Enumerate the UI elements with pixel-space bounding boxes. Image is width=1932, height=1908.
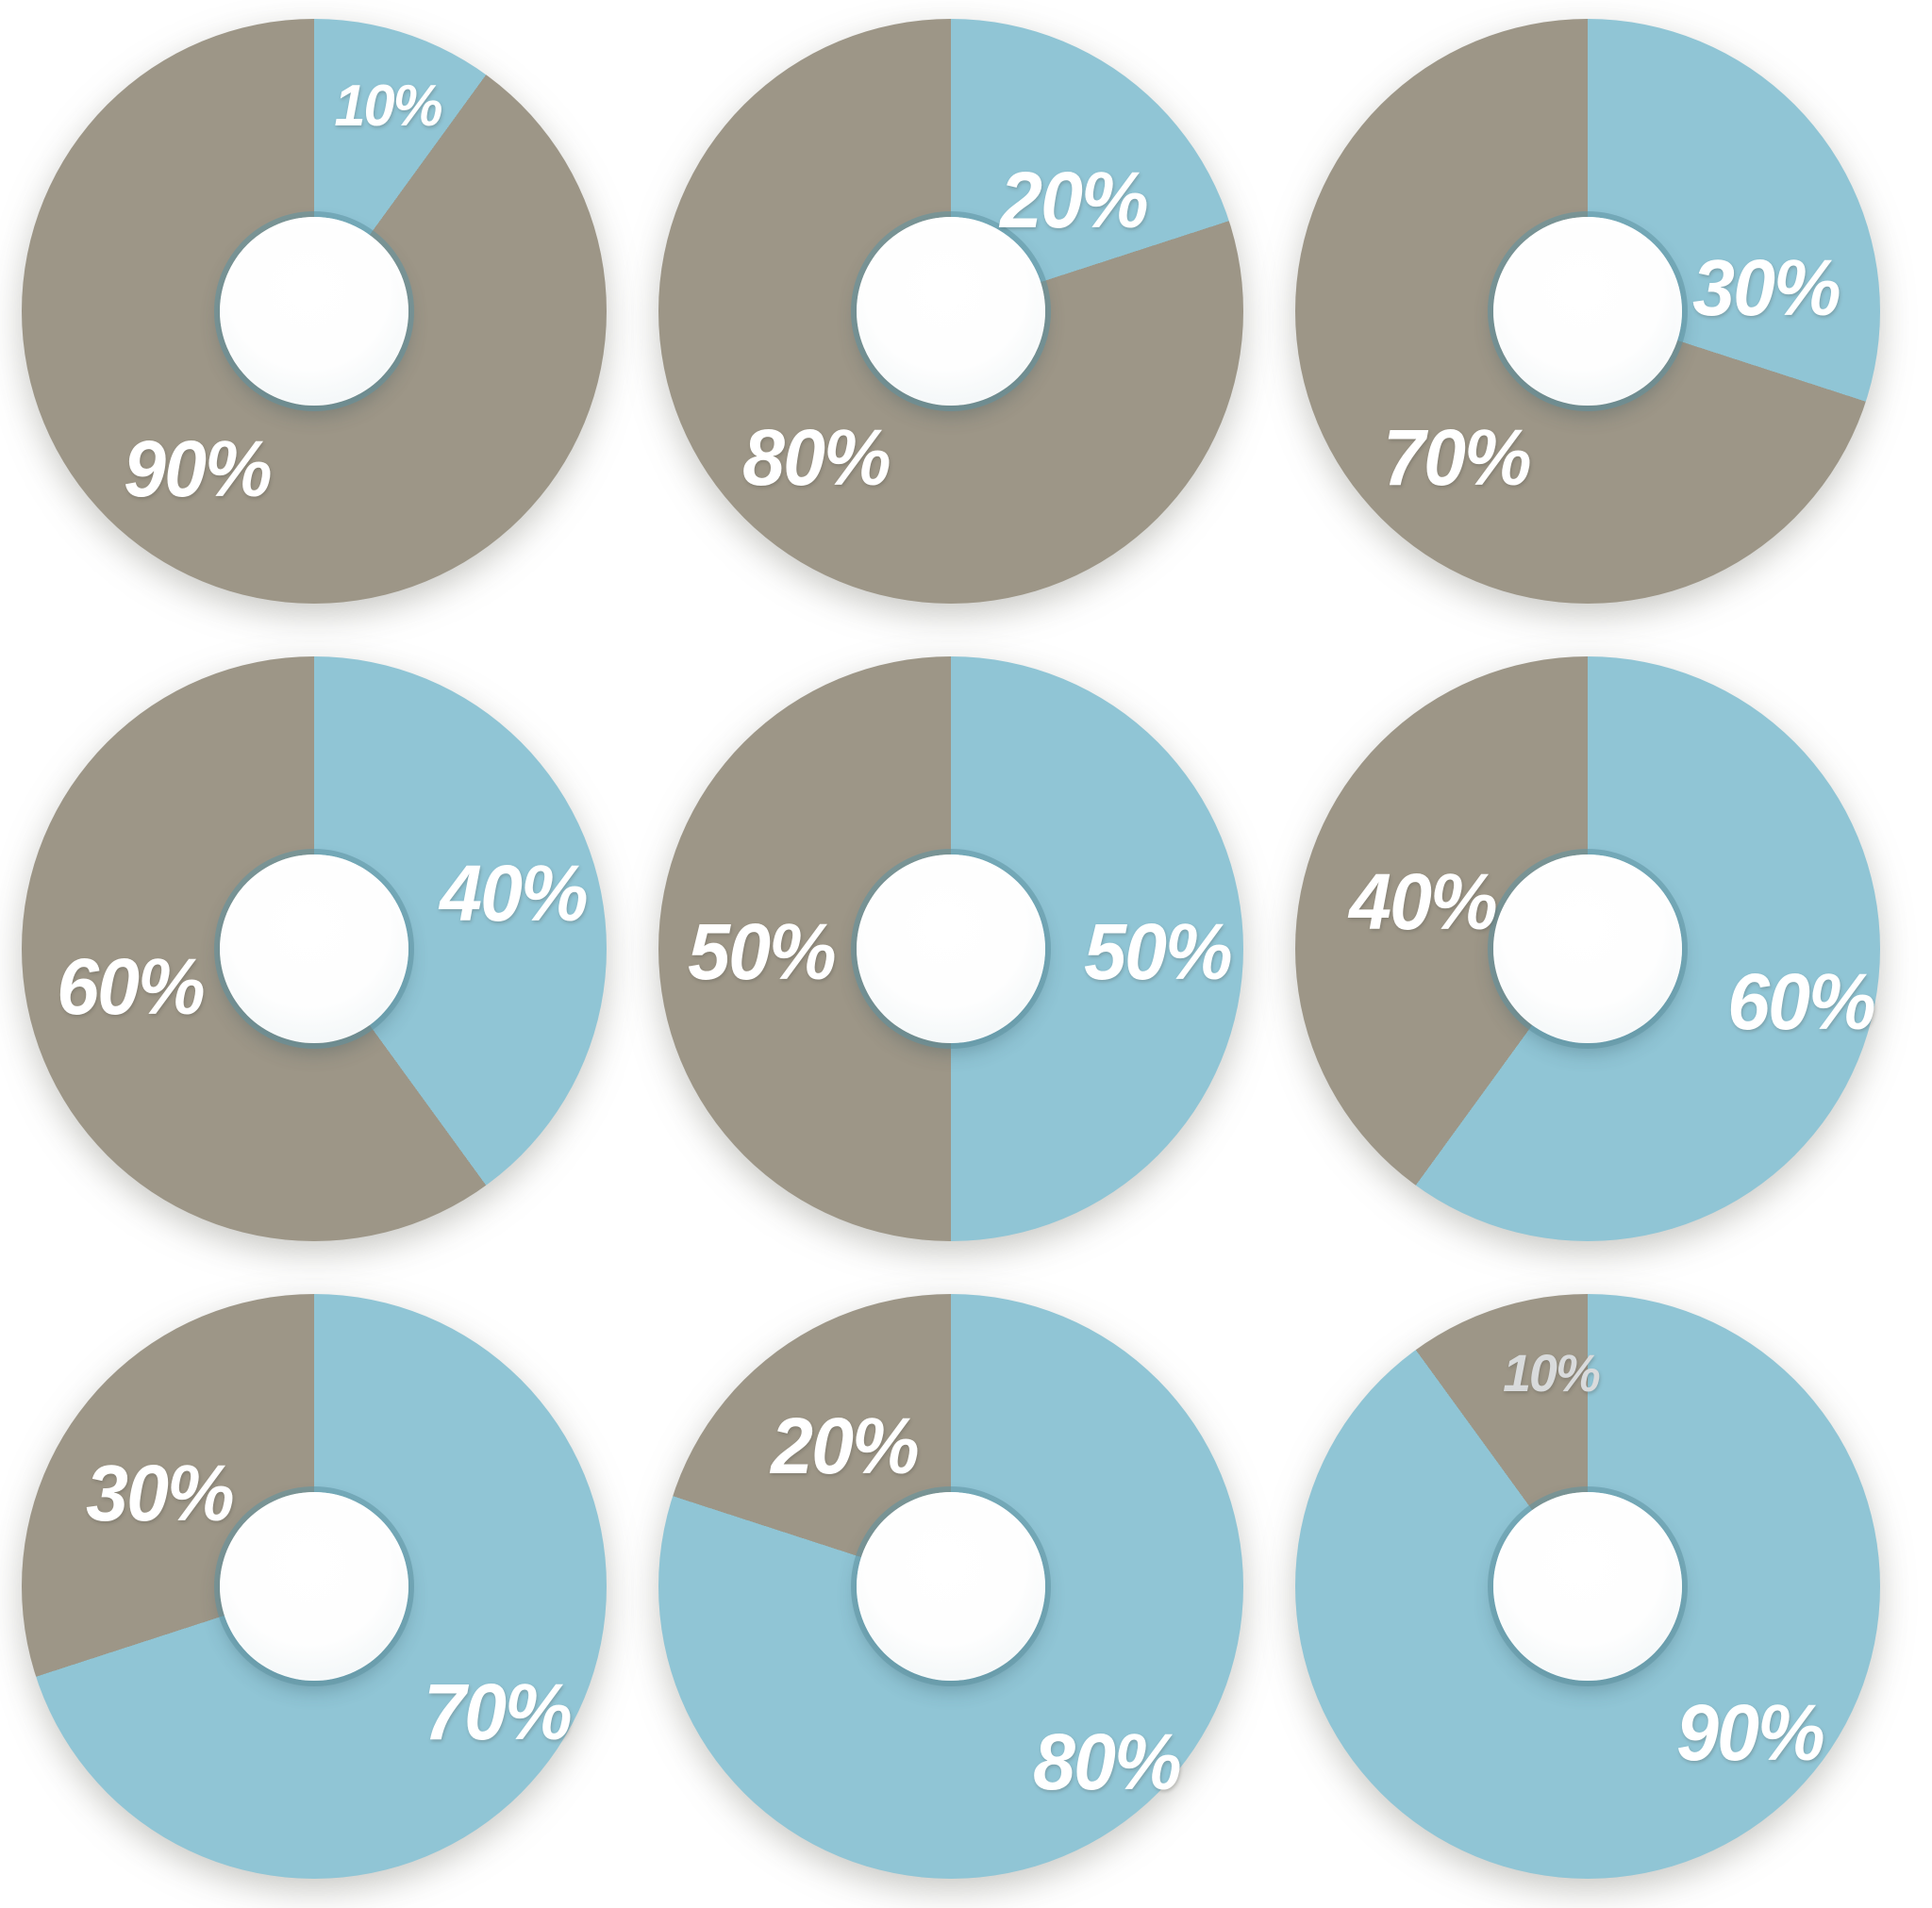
segment-label-blue: 70%: [424, 1667, 573, 1757]
donut-hole: [857, 854, 1045, 1043]
donut-hole: [857, 1492, 1045, 1681]
segment-label-blue: 90%: [1675, 1688, 1825, 1777]
segment-label-gray: 50%: [688, 907, 837, 997]
donut-hole: [220, 1492, 408, 1681]
donut-chart: 20% 80%: [658, 19, 1243, 604]
donut-hole: [1493, 854, 1682, 1043]
segment-label-blue: 30%: [1692, 243, 1841, 333]
segment-label-gray: 30%: [85, 1448, 235, 1537]
segment-label-blue: 60%: [1727, 956, 1876, 1046]
segment-label-gray: 70%: [1382, 413, 1532, 502]
donut-chart: 30% 70%: [1295, 19, 1880, 604]
donut-chart: 40% 60%: [1295, 656, 1880, 1241]
donut-hole: [1493, 217, 1682, 406]
donut-hole: [1493, 1492, 1682, 1681]
segment-label-blue: 10%: [333, 74, 442, 139]
segment-label-gray: 10%: [1503, 1342, 1601, 1402]
segment-label-blue: 80%: [1033, 1717, 1182, 1806]
donut-hole: [220, 854, 408, 1043]
segment-label-gray: 40%: [1349, 857, 1498, 947]
donut-chart: 40% 60%: [22, 656, 607, 1241]
segment-label-blue: 50%: [1084, 907, 1233, 997]
donut-hole: [857, 217, 1045, 406]
donut-chart: 10% 90%: [1295, 1294, 1880, 1879]
donut-chart: 20% 80%: [658, 1294, 1243, 1879]
segment-label-gray: 20%: [771, 1402, 920, 1491]
segment-label-gray: 80%: [742, 413, 892, 502]
donut-chart: 50% 50%: [658, 656, 1243, 1241]
donut-chart: 30% 70%: [22, 1294, 607, 1879]
segment-label-gray: 60%: [56, 942, 206, 1032]
segment-label-blue: 40%: [439, 849, 589, 938]
donut-chart: 10% 90%: [22, 19, 607, 604]
segment-label-gray: 90%: [124, 424, 273, 514]
segment-label-blue: 20%: [1000, 156, 1149, 245]
donut-hole: [220, 217, 408, 406]
